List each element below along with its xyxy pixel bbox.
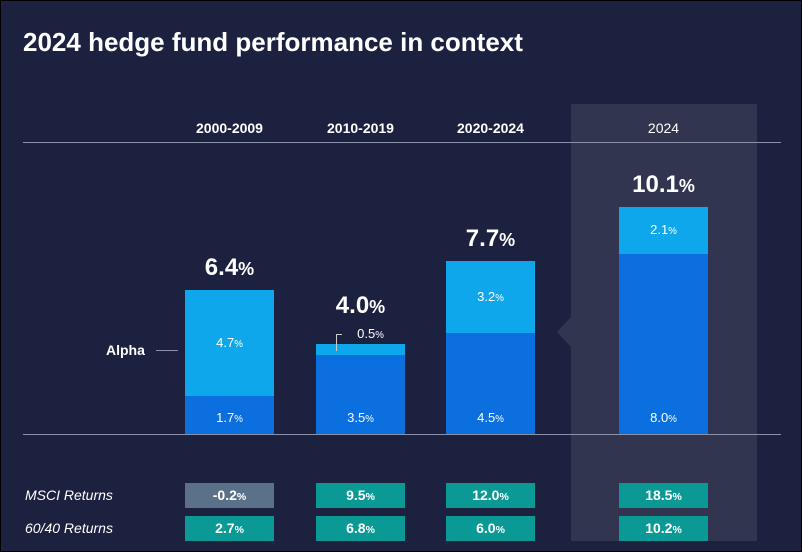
bar-segment-base bbox=[185, 395, 274, 434]
table-cell: 6.8% bbox=[316, 516, 405, 541]
column-header: 2010-2019 bbox=[327, 120, 394, 136]
bar-segment-alpha bbox=[619, 206, 708, 254]
base-value-label: 8.0% bbox=[650, 410, 677, 425]
header-rule bbox=[23, 142, 781, 143]
base-value-label: 3.5% bbox=[347, 410, 374, 425]
bar-segment-alpha bbox=[316, 344, 405, 356]
table-cell: 18.5% bbox=[619, 483, 708, 508]
alpha-leader-line bbox=[156, 350, 178, 351]
table-row-label: MSCI Returns bbox=[25, 487, 113, 503]
total-value-label: 10.1% bbox=[632, 170, 695, 198]
alpha-value-label: 0.5% bbox=[357, 326, 384, 341]
table-cell: 12.0% bbox=[446, 483, 535, 508]
table-cell: -0.2% bbox=[185, 483, 274, 508]
column-header: 2020-2024 bbox=[457, 120, 524, 136]
bar-segment-alpha bbox=[185, 290, 274, 396]
column-header: 2024 bbox=[647, 120, 680, 136]
alpha-value-label: 4.7% bbox=[216, 334, 243, 350]
baseline-rule bbox=[23, 434, 781, 435]
table-cell: 10.2% bbox=[619, 516, 708, 541]
highlight-notch bbox=[557, 317, 571, 347]
alpha-leader-line bbox=[336, 334, 342, 351]
chart-title: 2024 hedge fund performance in context bbox=[23, 27, 523, 57]
table-cell: 9.5% bbox=[316, 483, 405, 508]
column-header: 2000-2009 bbox=[196, 120, 263, 136]
base-value-label: 1.7% bbox=[216, 410, 243, 425]
alpha-value-label: 2.1% bbox=[650, 222, 677, 238]
bar-segment-base bbox=[316, 355, 405, 434]
table-row-label: 60/40 Returns bbox=[25, 520, 113, 536]
total-value-label: 7.7% bbox=[465, 224, 516, 252]
base-value-label: 4.5% bbox=[477, 410, 504, 425]
alpha-legend-label: Alpha bbox=[106, 342, 145, 358]
bar-segment-base bbox=[619, 254, 708, 434]
table-cell: 2.7% bbox=[185, 516, 274, 541]
bar-segment-alpha bbox=[446, 260, 535, 333]
bar-segment-base bbox=[446, 332, 535, 434]
total-value-label: 6.4% bbox=[204, 254, 255, 281]
table-cell: 6.0% bbox=[446, 516, 535, 541]
total-value-label: 4.0% bbox=[335, 292, 386, 319]
alpha-value-label: 3.2% bbox=[477, 288, 504, 304]
